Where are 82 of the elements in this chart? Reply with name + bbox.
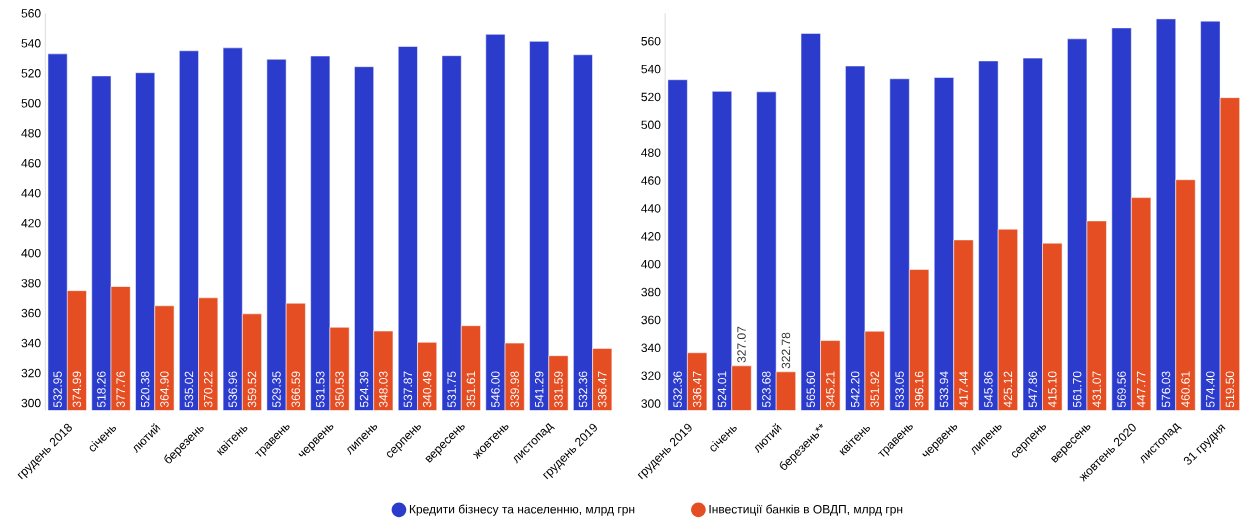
- y-tick-label: 320: [21, 368, 41, 378]
- y-tick-label: 500: [641, 120, 661, 130]
- data-label: 366.59: [291, 371, 301, 408]
- data-label: 336.47: [597, 371, 607, 408]
- data-label: 447.77: [1136, 371, 1146, 408]
- data-label: 576.03: [1161, 371, 1171, 408]
- y-tick-label: 520: [641, 92, 661, 102]
- data-label: 533.94: [939, 371, 949, 408]
- data-label: 569.56: [1117, 371, 1126, 408]
- data-label: 377.76: [116, 371, 125, 408]
- y-tick-label: 380: [641, 287, 661, 297]
- data-label: 327.07: [737, 326, 746, 363]
- y-tick-label: 440: [21, 189, 41, 198]
- data-label: 519.50: [1225, 371, 1235, 408]
- y-tick-label: 380: [21, 278, 41, 288]
- y-tick-label: 420: [641, 232, 661, 241]
- y-tick-label: 540: [641, 64, 661, 74]
- data-label: 547.86: [1028, 371, 1038, 408]
- y-tick-label: 540: [21, 39, 41, 48]
- y-tick-label: 400: [641, 260, 661, 269]
- y-tick-label: 480: [21, 129, 41, 138]
- data-label: 524.01: [717, 371, 727, 408]
- legend-label: Кредити бізнесу та населенню, млрд грн: [409, 504, 635, 516]
- data-label: 518.26: [97, 371, 106, 408]
- y-tick-label: 500: [21, 99, 41, 108]
- y-tick-label: 360: [21, 308, 41, 318]
- data-label: 359.52: [247, 371, 257, 408]
- data-label: 545.86: [984, 371, 993, 408]
- data-label: 417.44: [959, 371, 968, 408]
- data-label: 537.87: [403, 371, 413, 408]
- legend-label: Інвестиції банків в ОВДП, млрд грн: [709, 504, 903, 516]
- y-tick-label: 360: [641, 315, 661, 325]
- data-label: 533.05: [895, 371, 904, 408]
- data-label: 520.38: [140, 371, 150, 408]
- data-label: 339.98: [510, 371, 519, 408]
- y-tick-label: 420: [21, 219, 41, 228]
- data-label: 531.53: [316, 371, 325, 408]
- y-tick-label: 560: [641, 37, 661, 46]
- data-label: 529.35: [272, 371, 281, 408]
- data-label: 336.47: [692, 371, 702, 408]
- data-label: 565.60: [806, 371, 816, 408]
- y-tick-label: 520: [21, 69, 41, 78]
- y-tick-label: 460: [641, 176, 661, 185]
- y-tick-label: 300: [641, 399, 661, 408]
- data-label: 348.03: [379, 371, 388, 408]
- y-tick-label: 440: [641, 204, 661, 213]
- data-label: 541.29: [534, 371, 544, 408]
- y-tick-label: 320: [641, 371, 661, 381]
- data-label: 536.96: [228, 371, 237, 408]
- data-label: 322.78: [781, 332, 791, 369]
- data-label: 374.99: [72, 371, 82, 408]
- data-label: 532.95: [53, 371, 62, 408]
- data-label: 351.92: [870, 371, 879, 408]
- data-label: 350.53: [335, 371, 344, 408]
- data-label: 396.16: [914, 371, 924, 408]
- data-label: 331.59: [554, 371, 563, 408]
- data-label: 415.10: [1048, 371, 1057, 408]
- y-tick-label: 560: [21, 9, 41, 18]
- data-label: 546.00: [491, 371, 500, 408]
- data-label: 532.36: [673, 371, 682, 408]
- data-label: 535.02: [184, 371, 194, 408]
- data-label: 542.20: [850, 371, 860, 408]
- y-tick-label: 300: [21, 398, 41, 408]
- data-label: 351.61: [466, 371, 476, 408]
- data-label: 532.36: [578, 371, 588, 408]
- y-tick-label: 340: [21, 338, 41, 348]
- data-label: 370.22: [203, 371, 213, 408]
- data-label: 364.90: [160, 371, 169, 408]
- y-tick-label: 340: [641, 343, 661, 353]
- data-label: 524.39: [359, 371, 369, 408]
- y-tick-label: 460: [21, 159, 41, 168]
- data-label: 574.40: [1206, 371, 1215, 408]
- data-label: 345.21: [826, 371, 835, 408]
- data-label: 523.68: [762, 371, 771, 408]
- y-tick-label: 480: [641, 148, 661, 158]
- data-label: 460.61: [1181, 371, 1190, 408]
- data-label: 340.49: [422, 371, 432, 408]
- data-label: 561.70: [1072, 371, 1082, 408]
- data-label: 531.75: [447, 371, 456, 408]
- data-label: 431.07: [1092, 371, 1101, 408]
- data-label: 425.12: [1003, 371, 1013, 408]
- y-tick-label: 400: [21, 248, 41, 258]
